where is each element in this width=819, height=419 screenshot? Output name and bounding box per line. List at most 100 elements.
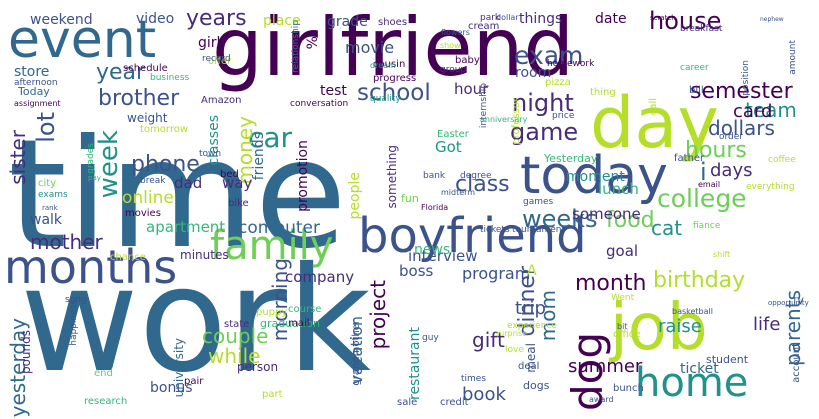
word-graduation: graduation xyxy=(260,317,321,330)
word-dollar: dollar xyxy=(496,13,519,22)
word-tickets: tickets xyxy=(480,225,510,235)
word-movies: movies xyxy=(125,208,161,219)
word-puppy: puppy xyxy=(256,307,288,318)
word-homework: homework xyxy=(547,59,595,69)
word-quality: quality xyxy=(370,94,401,104)
word-credit: credit xyxy=(440,397,469,408)
word-grandmother: grandmother xyxy=(351,320,362,386)
word-news: news xyxy=(414,242,451,258)
word-raise: raise xyxy=(658,316,702,337)
word-week: week xyxy=(94,130,124,199)
word-book: book xyxy=(462,384,506,405)
word-experience: experience xyxy=(507,321,557,331)
word-video: video xyxy=(136,11,175,27)
word-restaurant: restaurant xyxy=(407,327,423,400)
word-position: position xyxy=(741,60,751,96)
word-song: song xyxy=(65,295,87,305)
word-brother: brother xyxy=(98,86,180,111)
word-opportunity: opportunity xyxy=(768,299,809,307)
word-room: room xyxy=(515,65,552,81)
word-dad: dad xyxy=(174,174,203,192)
word-award: award xyxy=(589,395,614,404)
word-bonus: bonus xyxy=(150,380,193,396)
word-house: house xyxy=(649,7,722,35)
word-store: store xyxy=(14,64,50,80)
word-schedule: schedule xyxy=(123,63,168,74)
word-dollars: dollars xyxy=(708,116,775,140)
word-girlfriend: girlfriend xyxy=(212,1,575,94)
word-job: job xyxy=(610,291,708,365)
word-happiness: happiness xyxy=(69,300,79,346)
word-town: town xyxy=(199,149,222,159)
word-game: game xyxy=(510,118,579,146)
word-flowers: flowers xyxy=(441,28,470,37)
word-university: university xyxy=(172,338,186,398)
word-walk: walk xyxy=(30,212,63,228)
word-family: family xyxy=(210,223,334,269)
word-something: something xyxy=(385,145,399,209)
word-state: state xyxy=(224,319,250,330)
word-i: i xyxy=(700,158,707,186)
word-amazon: Amazon xyxy=(201,95,242,106)
word-price: price xyxy=(552,111,575,121)
word-college: college xyxy=(657,184,747,213)
word-months: months xyxy=(4,240,178,294)
word-sister: sister xyxy=(6,130,30,185)
word-pounds: pounds xyxy=(19,330,33,375)
word-yesterday: Yesterday xyxy=(544,152,598,165)
word-lot: lot xyxy=(32,112,60,143)
word-computer: computer xyxy=(238,218,320,238)
word-shift: shift xyxy=(713,250,731,259)
word-home: home xyxy=(635,360,749,406)
word-easter: Easter xyxy=(437,129,469,140)
word-scratch: scratch xyxy=(650,14,676,22)
word-person: person xyxy=(237,360,279,374)
word-amount: amount xyxy=(788,40,798,75)
word-tournament: tournament xyxy=(512,225,566,235)
word-got: Got xyxy=(435,138,462,156)
word-phone: phone xyxy=(131,152,200,177)
word-group: group xyxy=(440,65,467,75)
word-florida: Florida xyxy=(421,203,449,212)
word-lunch: lunch xyxy=(598,180,639,198)
word-while: while xyxy=(208,344,261,368)
word-event: event xyxy=(8,10,157,70)
word-gift: gift xyxy=(472,328,505,352)
word-hour: hour xyxy=(454,80,489,98)
word-grade: grade xyxy=(327,14,368,30)
word-bike: bike xyxy=(228,198,249,209)
word-bit: bit xyxy=(617,322,628,331)
word-chance: chance xyxy=(110,252,146,263)
word-birthday: birthday xyxy=(653,268,746,293)
word-deal: deal xyxy=(518,361,540,372)
word-card: card xyxy=(733,101,773,122)
word-movie: movie xyxy=(345,38,395,57)
word-pizza: pizza xyxy=(545,77,571,88)
word-conversation: conversation xyxy=(290,99,349,109)
word-people: people xyxy=(347,172,363,220)
word-business: business xyxy=(150,73,190,83)
word-minutes: minutes xyxy=(180,248,229,262)
word-assignment: assignment xyxy=(14,99,61,108)
word-apartment: apartment xyxy=(146,218,226,236)
word-days: days xyxy=(710,160,753,181)
word-break: break xyxy=(140,176,166,186)
word-school: school xyxy=(357,80,431,106)
word-month: month xyxy=(575,271,647,296)
word-symbol: % xyxy=(305,36,321,50)
word-boss: boss xyxy=(399,262,434,280)
word-cat: cat xyxy=(651,216,683,240)
word-day: day xyxy=(590,82,719,164)
word-bed: bed xyxy=(220,169,239,180)
word-times: times xyxy=(461,374,487,384)
word-interview: interview xyxy=(408,247,478,265)
word-car: car xyxy=(248,121,293,154)
word-breakfast: breakfast xyxy=(680,24,723,34)
word-moment: moment xyxy=(566,169,625,185)
word-nephew: nephew xyxy=(760,16,784,23)
word-midterm: midterm xyxy=(441,188,476,197)
word-class: class xyxy=(455,172,510,197)
word-pair: pair xyxy=(184,376,204,387)
word-mother: mother xyxy=(30,230,103,254)
word-summer: summer xyxy=(568,356,643,377)
